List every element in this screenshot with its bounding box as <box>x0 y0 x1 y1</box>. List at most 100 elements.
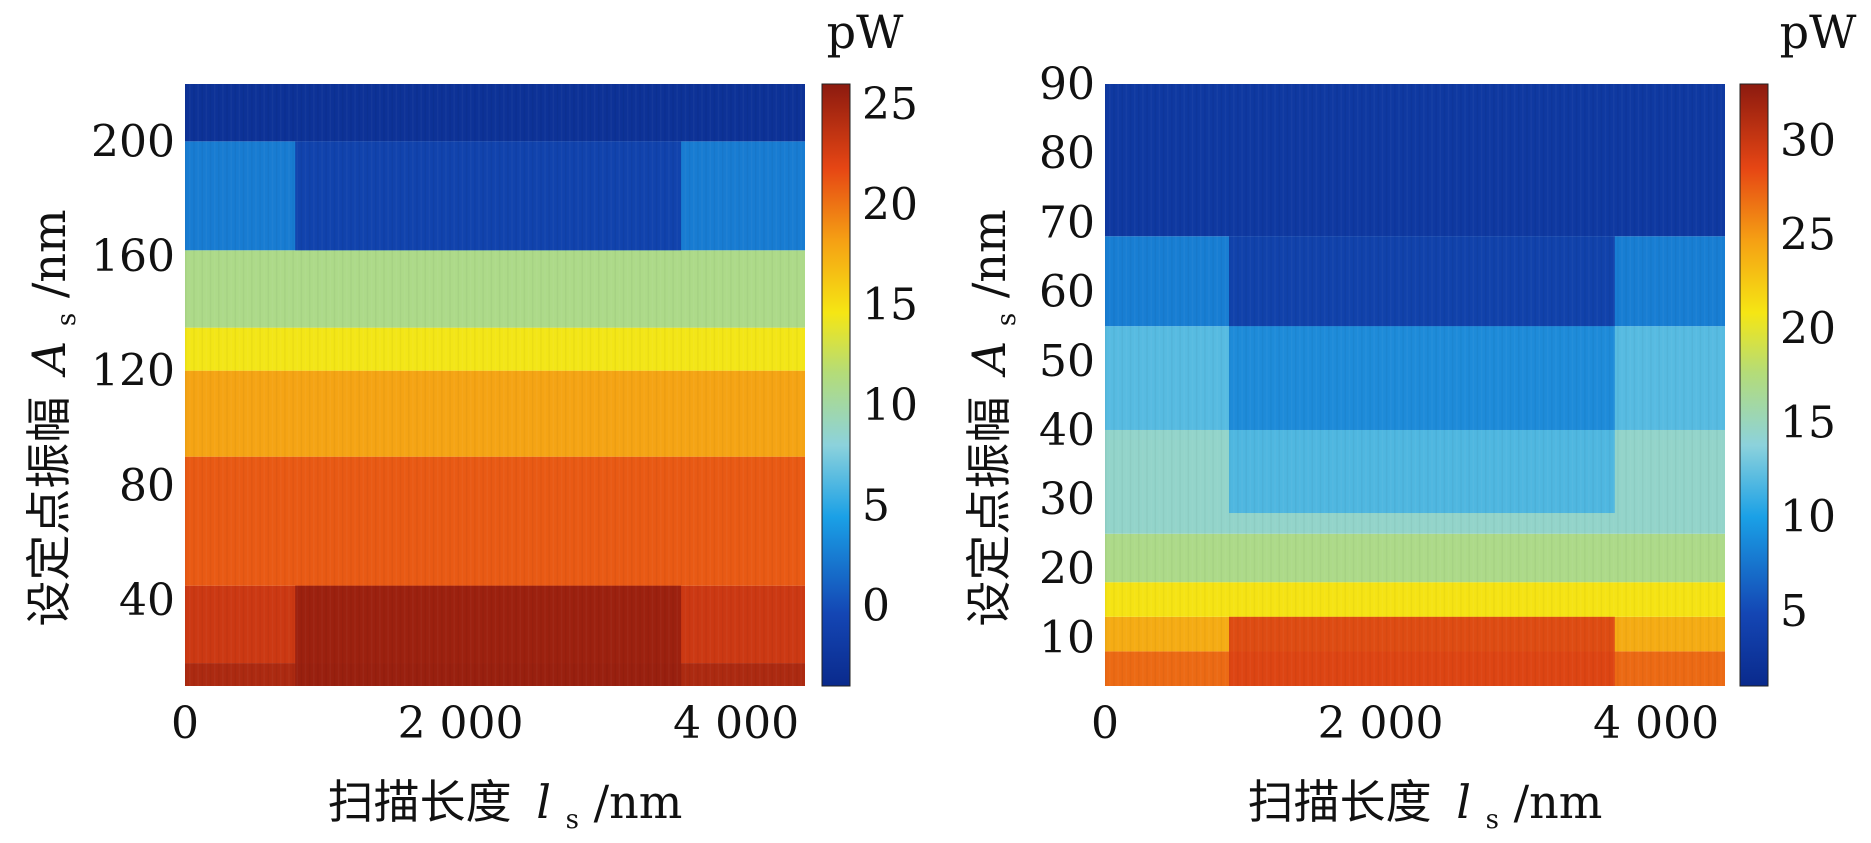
right-x-label-symbol: l <box>1456 775 1471 829</box>
heatmap-texture <box>1547 84 1549 686</box>
heatmap-texture <box>569 84 571 686</box>
y-tick-label: 10 <box>1039 613 1095 664</box>
heatmap-texture <box>363 84 365 686</box>
colorbar-tick-label: 5 <box>862 480 890 531</box>
x-tick-label: 0 <box>1091 698 1119 749</box>
heatmap-band <box>1105 533 1725 583</box>
heatmap-texture <box>404 84 406 686</box>
heatmap-texture <box>1576 84 1578 686</box>
colorbar-tick-label: 15 <box>1780 398 1836 449</box>
heatmap-texture <box>763 84 765 686</box>
heatmap-texture <box>1572 84 1574 686</box>
heatmap-texture <box>1328 84 1330 686</box>
heatmap-texture <box>1217 84 1219 686</box>
heatmap-texture <box>342 84 344 686</box>
heatmap-texture <box>1402 84 1404 686</box>
heatmap-texture <box>284 84 286 686</box>
left-y-label-text: 设定点振幅 <box>22 397 76 627</box>
heatmap-texture <box>321 84 323 686</box>
heatmap-texture <box>255 84 257 686</box>
y-tick-label: 30 <box>1039 474 1095 525</box>
heatmap-texture <box>1481 84 1483 686</box>
heatmap-texture <box>520 84 522 686</box>
heatmap-texture <box>755 84 757 686</box>
heatmap-texture <box>1245 84 1247 686</box>
heatmap-texture <box>449 84 451 686</box>
heatmap-texture <box>590 84 592 686</box>
heatmap-texture <box>1155 84 1157 686</box>
heatmap-texture <box>499 84 501 686</box>
heatmap-texture <box>1262 84 1264 686</box>
heatmap-texture <box>1477 84 1479 686</box>
heatmap-texture <box>350 84 352 686</box>
heatmap-texture <box>235 84 237 686</box>
y-tick-label: 50 <box>1039 336 1095 387</box>
heatmap-texture <box>606 84 608 686</box>
heatmap-texture <box>710 84 712 686</box>
heatmap-texture <box>581 84 583 686</box>
heatmap-region <box>295 141 681 251</box>
heatmap-texture <box>524 84 526 686</box>
heatmap-texture <box>561 84 563 686</box>
heatmap-texture <box>1535 84 1537 686</box>
heatmap-texture <box>1200 84 1202 686</box>
svg-text:扫描长度 l s: 扫描长度 l s /nm <box>328 775 683 838</box>
y-tick-label: 80 <box>1039 128 1095 179</box>
heatmap-texture <box>1208 84 1210 686</box>
heatmap-texture <box>1642 84 1644 686</box>
heatmap-texture <box>425 84 427 686</box>
y-tick-label: 70 <box>1039 197 1095 248</box>
right-x-label-sub: s <box>1486 805 1499 835</box>
heatmap-texture <box>1683 84 1685 686</box>
heatmap-texture <box>685 84 687 686</box>
heatmap-texture <box>338 84 340 686</box>
heatmap-texture <box>1278 84 1280 686</box>
heatmap-texture <box>1398 84 1400 686</box>
heatmap-texture <box>1225 84 1227 686</box>
heatmap-texture <box>1365 84 1367 686</box>
heatmap-texture <box>689 84 691 686</box>
heatmap-texture <box>730 84 732 686</box>
heatmap-texture <box>1444 84 1446 686</box>
left-y-label-symbol: A <box>22 341 76 378</box>
right-x-label-unit: /nm <box>1514 775 1603 829</box>
y-tick-label: 80 <box>119 460 175 511</box>
heatmap-texture <box>375 84 377 686</box>
heatmap-texture <box>453 84 455 686</box>
colorbar-tick-label: 15 <box>862 280 918 331</box>
y-tick-label: 40 <box>1039 405 1095 456</box>
y-tick-label: 40 <box>119 575 175 626</box>
heatmap-texture <box>643 84 645 686</box>
heatmap-texture <box>726 84 728 686</box>
heatmap-texture <box>544 84 546 686</box>
heatmap-texture <box>412 84 414 686</box>
heatmap-texture <box>1411 84 1413 686</box>
heatmap-texture <box>532 84 534 686</box>
heatmap-texture <box>1630 84 1632 686</box>
heatmap-texture <box>1704 84 1706 686</box>
heatmap-texture <box>734 84 736 686</box>
heatmap-texture <box>1299 84 1301 686</box>
heatmap-texture <box>197 84 199 686</box>
colorbar-tick-label: 0 <box>862 581 890 632</box>
right-colorbar-border <box>1739 83 1769 687</box>
heatmap-texture <box>557 84 559 686</box>
heatmap-texture <box>1510 84 1512 686</box>
heatmap-texture <box>1146 84 1148 686</box>
heatmap-texture <box>1142 84 1144 686</box>
heatmap-texture <box>1617 84 1619 686</box>
heatmap-texture <box>202 84 204 686</box>
heatmap-band <box>185 327 805 371</box>
heatmap-texture <box>1514 84 1516 686</box>
heatmap-texture <box>1303 84 1305 686</box>
heatmap-texture <box>1204 84 1206 686</box>
y-tick-label: 20 <box>1039 543 1095 594</box>
heatmap-texture <box>577 84 579 686</box>
heatmap-texture <box>668 84 670 686</box>
heatmap-texture <box>1369 84 1371 686</box>
left-x-label-symbol: l <box>536 775 551 829</box>
heatmap-texture <box>1109 84 1111 686</box>
heatmap-texture <box>1539 84 1541 686</box>
heatmap-texture <box>672 84 674 686</box>
heatmap-texture <box>1419 84 1421 686</box>
